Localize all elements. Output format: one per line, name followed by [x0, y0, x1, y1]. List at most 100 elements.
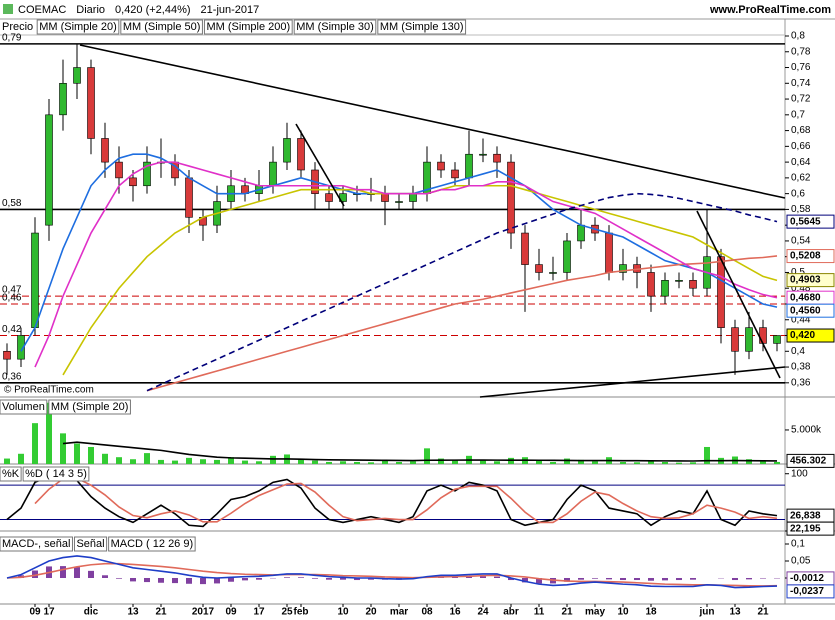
legend-box: [377, 19, 467, 35]
bar: [592, 577, 598, 579]
bar: [690, 577, 696, 580]
bar: [522, 577, 528, 583]
trendline: [479, 366, 786, 398]
legend-entry: MM (Simple 200): [206, 21, 290, 33]
legend-entry: MM (Simple 130): [380, 21, 464, 33]
candle-body: [661, 280, 669, 297]
series-line: [6, 475, 778, 528]
bar: [284, 577, 290, 578]
candle-body: [73, 67, 81, 84]
candle-body: [717, 256, 725, 328]
legend-entry: MACD-, señal: [2, 538, 70, 550]
y-tick-label: 0,05: [791, 556, 811, 567]
series-line: [34, 161, 778, 368]
x-tick-label: 13: [127, 607, 139, 618]
candle-body: [521, 232, 529, 265]
x-tick-label: 21: [155, 607, 167, 618]
level-label: 0,46: [2, 293, 22, 304]
candle-body: [535, 264, 543, 273]
candle-body: [451, 169, 459, 179]
bar: [116, 577, 122, 579]
value-tag-label: 22,195: [790, 523, 821, 534]
level-label: 0,47: [2, 285, 22, 296]
bar: [74, 567, 80, 578]
legend-box: [73, 536, 108, 552]
trendline: [295, 123, 345, 207]
legend-box: [120, 19, 203, 35]
bar: [662, 461, 668, 464]
bar: [256, 461, 262, 464]
candle-body: [465, 153, 473, 179]
x-tick-label: 18: [645, 607, 657, 618]
bar: [760, 461, 766, 464]
value-tag: [786, 521, 835, 536]
series-line: [6, 562, 778, 587]
x-tick-label: may: [585, 607, 605, 618]
legend-entry: %K: [2, 468, 20, 480]
candle-body: [745, 327, 753, 352]
candle-body: [549, 272, 557, 274]
bar: [494, 461, 500, 464]
value-tag-label: 0,420: [790, 330, 815, 341]
bar: [340, 577, 346, 580]
candle-body: [479, 153, 487, 156]
legend-box: [0, 399, 48, 415]
series-line: [6, 555, 778, 589]
bar: [60, 433, 66, 464]
bar: [116, 457, 122, 464]
y-tick-label: 0,78: [791, 46, 811, 57]
candle-body: [605, 232, 613, 273]
bar: [578, 577, 584, 580]
bar: [130, 459, 136, 464]
y-tick-label: 0,62: [791, 173, 811, 184]
bar: [298, 577, 304, 578]
bar: [396, 461, 402, 464]
bar: [676, 462, 682, 464]
bar: [564, 458, 570, 464]
bar: [620, 577, 626, 581]
value-tag: [786, 214, 835, 229]
bar: [550, 461, 556, 464]
y-tick-label: 0,1: [791, 539, 805, 550]
y-tick-label: 0,74: [791, 78, 811, 89]
y-tick-label: 0,58: [791, 204, 811, 215]
bar: [774, 461, 780, 464]
logo-icon: [3, 4, 13, 14]
bar: [228, 577, 234, 582]
level-label: 0,79: [2, 33, 22, 44]
bar: [46, 402, 52, 464]
candle-body: [563, 240, 571, 273]
value-tag-label: -0,0237: [790, 586, 824, 597]
bar: [746, 577, 752, 580]
bar: [270, 455, 276, 464]
x-tick-label: abr: [503, 607, 519, 618]
candle-body: [297, 138, 305, 171]
legend-box: [0, 466, 22, 482]
y-tick-label: 0,64: [791, 157, 811, 168]
bar: [662, 577, 668, 581]
panel: 0,8 0,78 0,76 0,74 0,72 0,7 0,68 0,66 0,64 0,62 0,…: [0, 19, 835, 398]
bar: [508, 577, 514, 581]
value-tag: [786, 328, 835, 343]
x-tick-label: 13: [729, 607, 741, 618]
candle-body: [759, 327, 767, 344]
candle-body: [283, 138, 291, 163]
level-label: 0,42: [2, 324, 22, 335]
candle-body: [619, 264, 627, 273]
bar: [606, 577, 612, 580]
bar: [494, 576, 500, 578]
y-tick-label: 0,5: [791, 267, 805, 278]
bar: [214, 577, 220, 584]
value-tag-label: 0,4680: [790, 292, 821, 303]
x-tick-label: 21: [561, 607, 573, 618]
bar: [144, 577, 150, 583]
bar: [312, 460, 318, 464]
candle-body: [45, 114, 53, 226]
legend-entry: Volumen: [2, 401, 45, 413]
legend-box: [203, 19, 293, 35]
y-tick-label: 0,36: [791, 377, 811, 388]
bar: [354, 461, 360, 464]
bar: [158, 577, 164, 583]
x-tick-label: 25: [281, 607, 293, 618]
